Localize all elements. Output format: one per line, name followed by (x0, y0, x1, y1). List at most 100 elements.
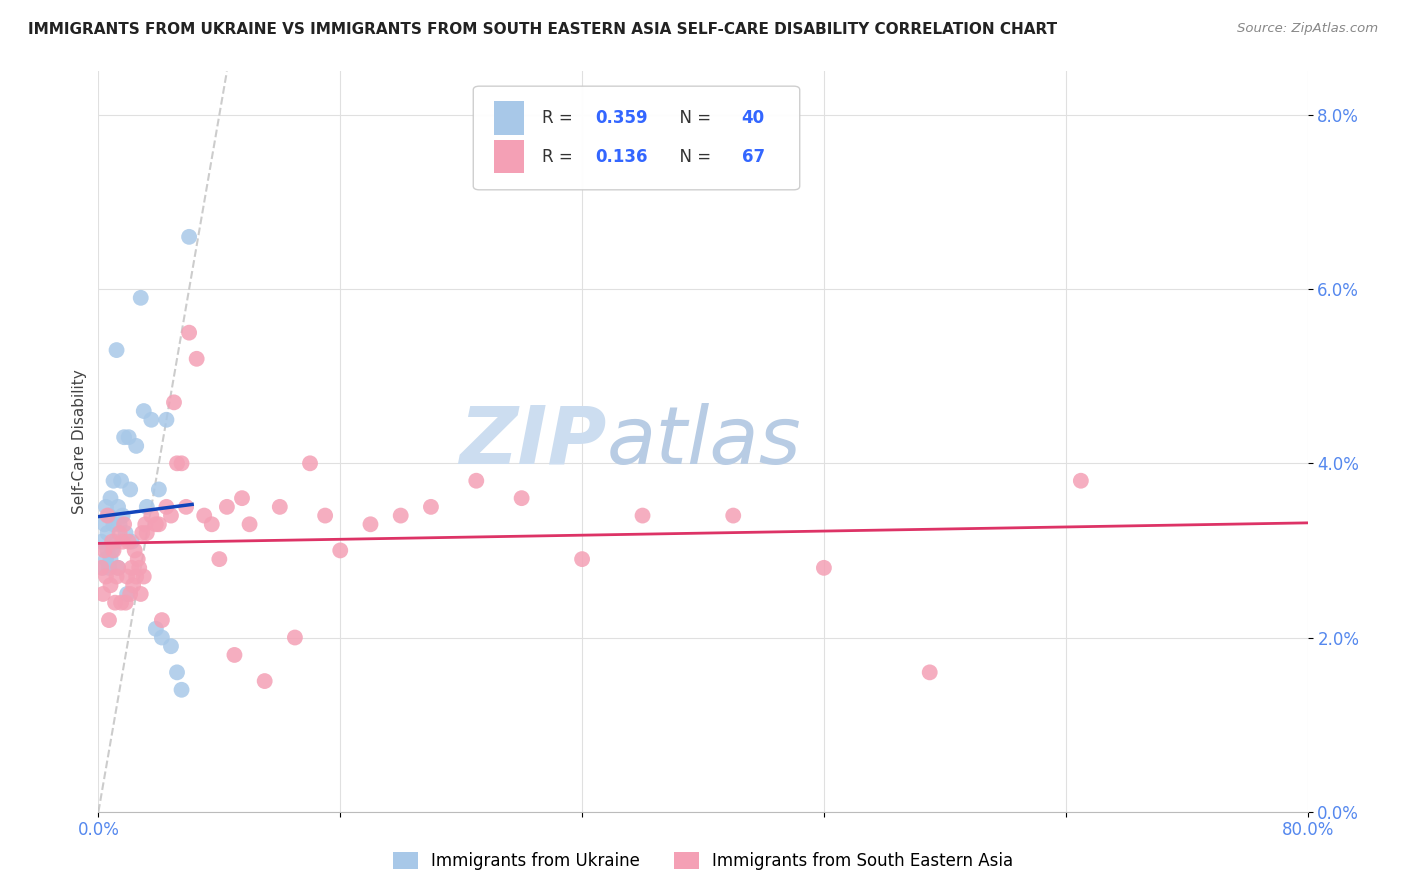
Point (420, 500, 443, 514)
FancyBboxPatch shape (474, 87, 800, 190)
Y-axis label: Self-Care Disability: Self-Care Disability (72, 369, 87, 514)
Point (284, 631, 307, 645)
Text: 0.359: 0.359 (595, 109, 648, 127)
Point (107, 561, 129, 575)
Point (114, 596, 136, 610)
Point (148, 483, 170, 497)
Point (360, 517, 382, 532)
Point (105, 343, 128, 357)
Point (631, 508, 654, 523)
Point (135, 526, 157, 541)
Text: atlas: atlas (606, 402, 801, 481)
Point (465, 474, 488, 488)
Point (94, 552, 117, 566)
Point (103, 474, 125, 488)
Text: 40: 40 (742, 109, 765, 127)
Point (125, 569, 148, 583)
Point (124, 543, 146, 558)
Point (110, 596, 132, 610)
Point (179, 230, 201, 244)
Point (101, 543, 124, 558)
Point (121, 561, 143, 575)
Point (253, 674, 276, 689)
Point (118, 534, 141, 549)
Point (132, 569, 155, 583)
Point (98, 561, 121, 575)
Point (107, 561, 129, 575)
Text: 67: 67 (742, 147, 765, 166)
Point (125, 439, 148, 453)
Point (329, 543, 352, 558)
Point (918, 665, 941, 680)
Point (115, 569, 138, 583)
Point (201, 517, 224, 532)
Point (163, 395, 186, 409)
Point (101, 534, 124, 549)
Point (155, 500, 177, 514)
Point (131, 526, 153, 541)
Point (269, 500, 291, 514)
Point (145, 622, 167, 636)
Point (112, 430, 135, 444)
Point (100, 491, 122, 505)
Text: Source: ZipAtlas.com: Source: ZipAtlas.com (1237, 22, 1378, 36)
Point (93, 543, 115, 558)
Point (215, 500, 238, 514)
Point (104, 596, 127, 610)
Point (104, 534, 127, 549)
Point (91, 561, 114, 575)
Point (571, 552, 593, 566)
Bar (494, 140, 524, 173)
Point (100, 578, 122, 592)
Point (120, 587, 142, 601)
Point (114, 526, 136, 541)
Point (239, 517, 262, 532)
Text: IMMIGRANTS FROM UKRAINE VS IMMIGRANTS FROM SOUTH EASTERN ASIA SELF-CARE DISABILI: IMMIGRANTS FROM UKRAINE VS IMMIGRANTS FR… (28, 22, 1057, 37)
Point (135, 500, 157, 514)
Point (166, 665, 188, 680)
Point (108, 526, 131, 541)
Point (108, 517, 131, 532)
Point (93, 517, 115, 532)
Point (150, 613, 173, 627)
Point (170, 682, 193, 697)
Point (98, 508, 121, 523)
Point (129, 291, 152, 305)
Point (166, 456, 188, 470)
Point (111, 534, 134, 549)
Point (145, 517, 167, 532)
Point (100, 552, 122, 566)
Point (299, 456, 322, 470)
Point (110, 474, 132, 488)
Text: ZIP: ZIP (458, 402, 606, 481)
Point (90, 561, 112, 575)
Point (141, 508, 163, 523)
Point (118, 430, 141, 444)
Point (121, 534, 143, 549)
Point (112, 517, 135, 532)
Point (813, 561, 835, 575)
Point (122, 578, 145, 592)
Text: 0.136: 0.136 (595, 147, 648, 166)
Point (160, 508, 183, 523)
Text: N =: N = (669, 109, 717, 127)
Point (115, 587, 138, 601)
Point (105, 569, 128, 583)
Point (107, 500, 129, 514)
Point (179, 326, 201, 340)
Point (170, 456, 193, 470)
Point (134, 517, 156, 532)
Point (127, 552, 149, 566)
Point (128, 561, 150, 575)
Point (155, 413, 177, 427)
Point (174, 500, 197, 514)
Point (160, 639, 183, 653)
Point (314, 508, 336, 523)
Point (208, 552, 231, 566)
Point (120, 483, 142, 497)
Point (150, 631, 173, 645)
Legend: Immigrants from Ukraine, Immigrants from South Eastern Asia: Immigrants from Ukraine, Immigrants from… (387, 845, 1019, 877)
Point (129, 587, 152, 601)
Text: R =: R = (543, 147, 578, 166)
Point (186, 351, 208, 366)
